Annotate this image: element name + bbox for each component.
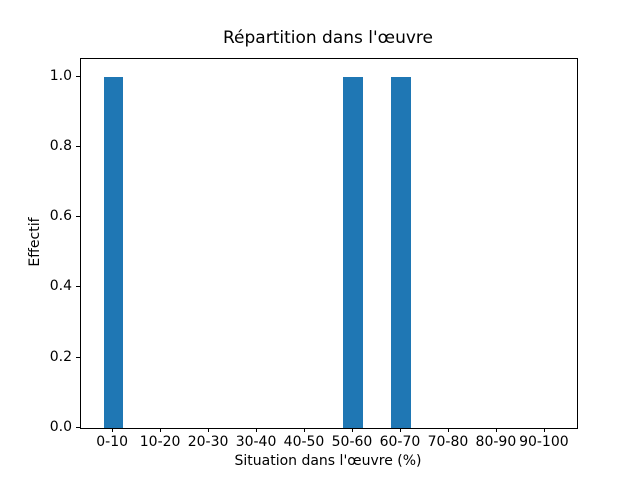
- y-tick-label: 0.0: [49, 419, 72, 435]
- y-tick-label: 0.6: [49, 208, 72, 225]
- bar-60-70: [391, 76, 411, 428]
- y-tick-mark: [76, 356, 80, 358]
- y-axis-label: Effectif: [27, 217, 43, 267]
- x-axis-label: Situation dans l'œuvre (%): [234, 453, 422, 469]
- x-tick-label: 20-30: [187, 434, 229, 450]
- x-tick-label: 60-70: [379, 434, 421, 450]
- x-tick-mark: [208, 428, 210, 432]
- bar-50-60: [343, 76, 363, 428]
- plot-area: [80, 58, 578, 429]
- bar-0-10: [103, 76, 123, 428]
- x-tick-mark: [351, 428, 353, 432]
- x-tick-label: 40-50: [283, 434, 325, 450]
- x-tick-label: 30-40: [235, 434, 277, 450]
- x-tick-mark: [256, 428, 258, 432]
- x-tick-mark: [543, 428, 545, 432]
- x-tick-mark: [399, 428, 401, 432]
- y-tick-label: 0.4: [49, 278, 72, 295]
- y-tick-mark: [76, 216, 80, 218]
- x-tick-mark: [495, 428, 497, 432]
- y-tick-label: 0.2: [49, 348, 72, 365]
- y-tick-mark: [76, 145, 80, 147]
- x-tick-label: 0-10: [96, 434, 129, 450]
- x-tick-mark: [304, 428, 305, 432]
- y-tick-mark: [76, 75, 80, 77]
- chart-title: Répartition dans l'œuvre: [222, 28, 433, 48]
- y-tick-label: 0.8: [49, 137, 72, 154]
- x-tick-label: 10-20: [139, 434, 181, 450]
- y-tick-mark: [76, 427, 80, 428]
- x-tick-mark: [447, 428, 449, 432]
- x-tick-label: 80-90: [475, 434, 517, 450]
- x-tick-label: 70-80: [427, 434, 469, 450]
- x-tick-label: 90-100: [519, 434, 569, 450]
- x-tick-mark: [160, 428, 162, 432]
- x-tick-mark: [112, 428, 114, 432]
- x-tick-label: 50-60: [331, 434, 373, 450]
- y-tick-label: 1.0: [49, 67, 72, 84]
- y-tick-mark: [76, 286, 80, 288]
